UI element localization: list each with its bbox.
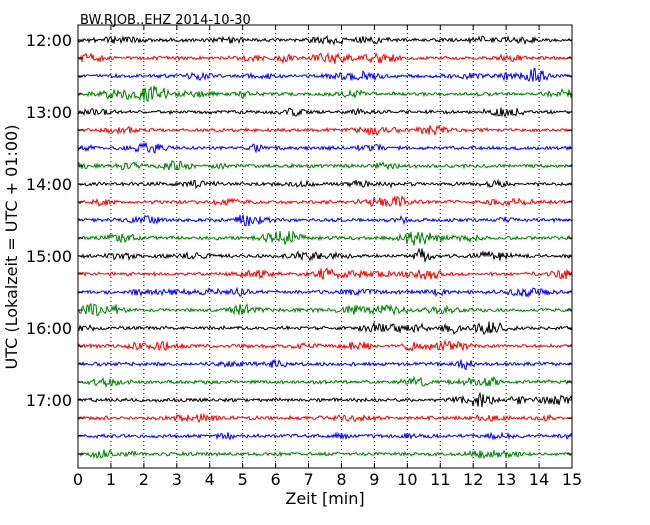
seismic-trace <box>77 51 573 65</box>
seismic-trace <box>77 375 572 389</box>
x-tick-label: 8 <box>336 470 346 489</box>
y-tick-label: 16:00 <box>26 319 72 338</box>
seismic-trace <box>77 358 573 371</box>
y-tick-label: 14:00 <box>26 175 72 194</box>
x-tick-label: 7 <box>303 470 313 489</box>
y-tick-label: 15:00 <box>26 247 72 266</box>
seismic-trace <box>77 194 573 208</box>
seismic-trace <box>77 286 573 299</box>
seismic-trace <box>77 160 573 171</box>
x-tick-label: 1 <box>106 470 116 489</box>
seismic-trace <box>77 124 573 137</box>
x-tick-label: 15 <box>562 470 582 489</box>
y-tick-label: 12:00 <box>26 31 72 50</box>
x-tick-label: 5 <box>238 470 248 489</box>
plot-frame <box>77 24 573 469</box>
seismic-trace <box>77 412 573 424</box>
x-tick-labels: 0 1 2 3 4 5 6 7 8 9 10 11 12 13 14 15 <box>73 470 582 489</box>
seismic-trace <box>77 214 573 227</box>
seismic-trace <box>77 35 573 46</box>
seismic-trace <box>77 431 573 441</box>
seismic-trace <box>77 267 573 281</box>
seismic-trace <box>77 230 573 246</box>
y-tick-label: 13:00 <box>26 103 72 122</box>
seismic-trace <box>77 449 573 460</box>
x-tick-label: 3 <box>172 470 182 489</box>
x-tick-label: 12 <box>463 470 483 489</box>
y-tick-labels: 12:00 13:00 14:00 15:00 16:00 17:00 <box>26 31 72 410</box>
x-axis-label: Zeit [min] <box>285 489 364 508</box>
seismic-trace <box>77 391 573 408</box>
seismic-trace <box>77 339 573 352</box>
seismic-trace <box>77 302 573 317</box>
seismic-trace <box>77 85 573 102</box>
seismic-trace <box>77 321 573 336</box>
x-tick-label: 2 <box>139 470 149 489</box>
x-tick-label: 10 <box>397 470 417 489</box>
seismic-trace <box>78 67 573 83</box>
y-tick-label: 17:00 <box>26 391 72 410</box>
seismic-trace <box>77 247 573 262</box>
seismic-trace <box>77 141 573 154</box>
chart-title: BW.RJOB..EHZ 2014-10-30 <box>80 13 251 28</box>
x-tick-label: 4 <box>205 470 215 489</box>
seismic-traces <box>77 35 573 460</box>
x-tick-label: 6 <box>271 470 281 489</box>
x-tick-label: 13 <box>496 470 516 489</box>
x-tick-label: 9 <box>369 470 379 489</box>
seismic-trace <box>77 178 573 190</box>
x-tick-label: 0 <box>73 470 83 489</box>
y-axis-label: UTC (Lokalzeit = UTC + 01:00) <box>2 125 21 370</box>
seismic-trace <box>77 107 573 118</box>
axis-ticks <box>77 25 573 468</box>
x-tick-label: 14 <box>529 470 549 489</box>
x-tick-label: 11 <box>430 470 450 489</box>
